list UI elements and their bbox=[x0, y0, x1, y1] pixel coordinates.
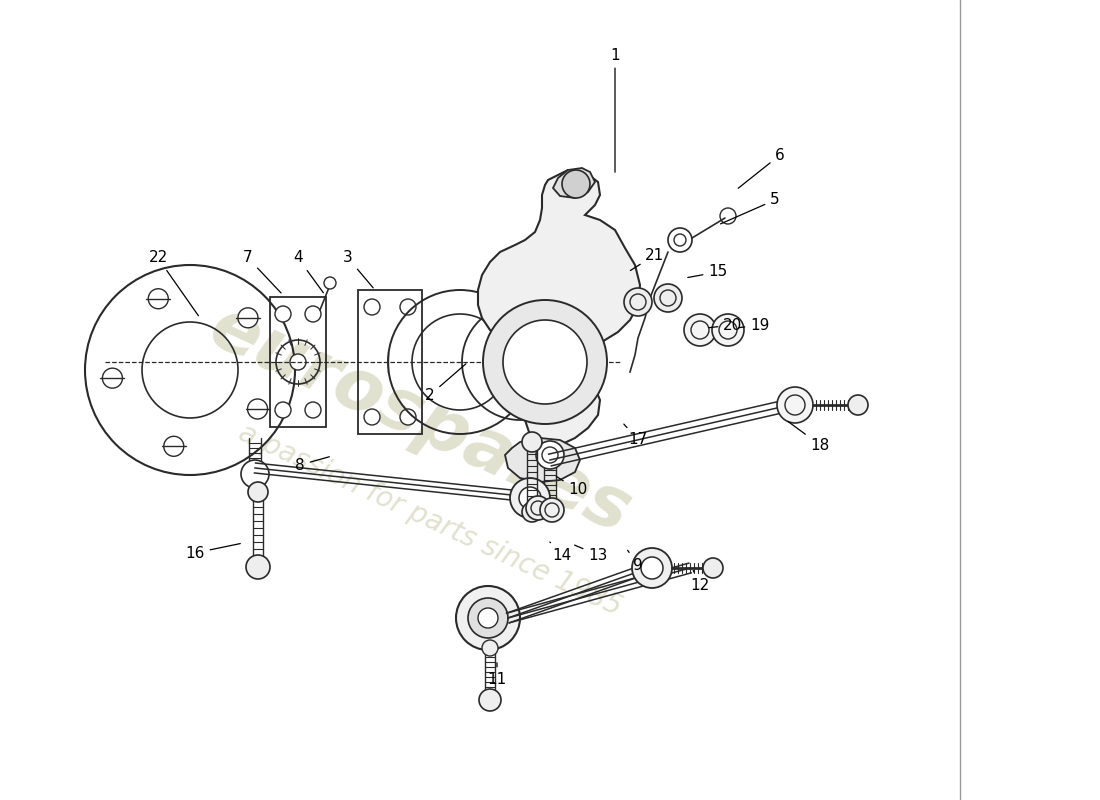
Circle shape bbox=[364, 409, 380, 425]
Circle shape bbox=[522, 432, 542, 452]
Circle shape bbox=[246, 555, 270, 579]
Circle shape bbox=[164, 436, 184, 456]
Circle shape bbox=[482, 640, 498, 656]
Polygon shape bbox=[553, 168, 595, 198]
Text: eurospares: eurospares bbox=[198, 292, 641, 548]
Circle shape bbox=[305, 402, 321, 418]
Text: 10: 10 bbox=[557, 477, 587, 498]
Circle shape bbox=[519, 487, 541, 509]
Text: 13: 13 bbox=[574, 545, 607, 562]
Circle shape bbox=[400, 299, 416, 315]
Text: 17: 17 bbox=[624, 424, 648, 447]
Circle shape bbox=[536, 441, 564, 469]
Text: 20: 20 bbox=[708, 318, 742, 333]
Circle shape bbox=[248, 482, 268, 502]
Circle shape bbox=[624, 288, 652, 316]
Circle shape bbox=[478, 608, 498, 628]
Circle shape bbox=[456, 586, 520, 650]
Circle shape bbox=[148, 289, 168, 309]
Circle shape bbox=[540, 498, 564, 522]
Circle shape bbox=[275, 306, 292, 322]
Text: 14: 14 bbox=[550, 542, 572, 562]
Polygon shape bbox=[505, 438, 580, 482]
Text: 12: 12 bbox=[691, 570, 710, 593]
Text: a passion for parts since 1985: a passion for parts since 1985 bbox=[234, 418, 626, 622]
Circle shape bbox=[290, 354, 306, 370]
Circle shape bbox=[632, 548, 672, 588]
Circle shape bbox=[248, 399, 267, 419]
Circle shape bbox=[324, 277, 336, 289]
Circle shape bbox=[305, 306, 321, 322]
Text: 21: 21 bbox=[630, 247, 664, 270]
Circle shape bbox=[503, 320, 587, 404]
Text: 4: 4 bbox=[294, 250, 323, 293]
Circle shape bbox=[712, 314, 744, 346]
Text: 8: 8 bbox=[295, 457, 329, 473]
Circle shape bbox=[526, 496, 550, 520]
Text: 2: 2 bbox=[426, 364, 466, 402]
Circle shape bbox=[364, 299, 380, 315]
Text: 7: 7 bbox=[243, 250, 282, 293]
Text: 16: 16 bbox=[185, 543, 240, 561]
Circle shape bbox=[522, 502, 542, 522]
Circle shape bbox=[241, 460, 270, 488]
Circle shape bbox=[562, 170, 590, 198]
Text: 6: 6 bbox=[738, 147, 785, 188]
Circle shape bbox=[703, 558, 723, 578]
Circle shape bbox=[641, 557, 663, 579]
Polygon shape bbox=[478, 170, 640, 448]
Circle shape bbox=[684, 314, 716, 346]
Text: 5: 5 bbox=[720, 193, 780, 224]
Circle shape bbox=[238, 308, 258, 328]
Text: 9: 9 bbox=[628, 550, 642, 573]
Circle shape bbox=[777, 387, 813, 423]
Circle shape bbox=[102, 368, 122, 388]
Circle shape bbox=[510, 478, 550, 518]
Text: 18: 18 bbox=[789, 422, 829, 453]
Circle shape bbox=[468, 598, 508, 638]
Circle shape bbox=[275, 402, 292, 418]
Circle shape bbox=[400, 409, 416, 425]
Text: 19: 19 bbox=[739, 318, 770, 333]
Text: 11: 11 bbox=[487, 662, 507, 687]
Circle shape bbox=[848, 395, 868, 415]
Text: 15: 15 bbox=[688, 265, 727, 279]
Text: 1: 1 bbox=[610, 47, 619, 172]
Circle shape bbox=[654, 284, 682, 312]
Circle shape bbox=[483, 300, 607, 424]
Text: 22: 22 bbox=[148, 250, 198, 316]
Circle shape bbox=[478, 689, 500, 711]
Text: 3: 3 bbox=[343, 250, 373, 288]
